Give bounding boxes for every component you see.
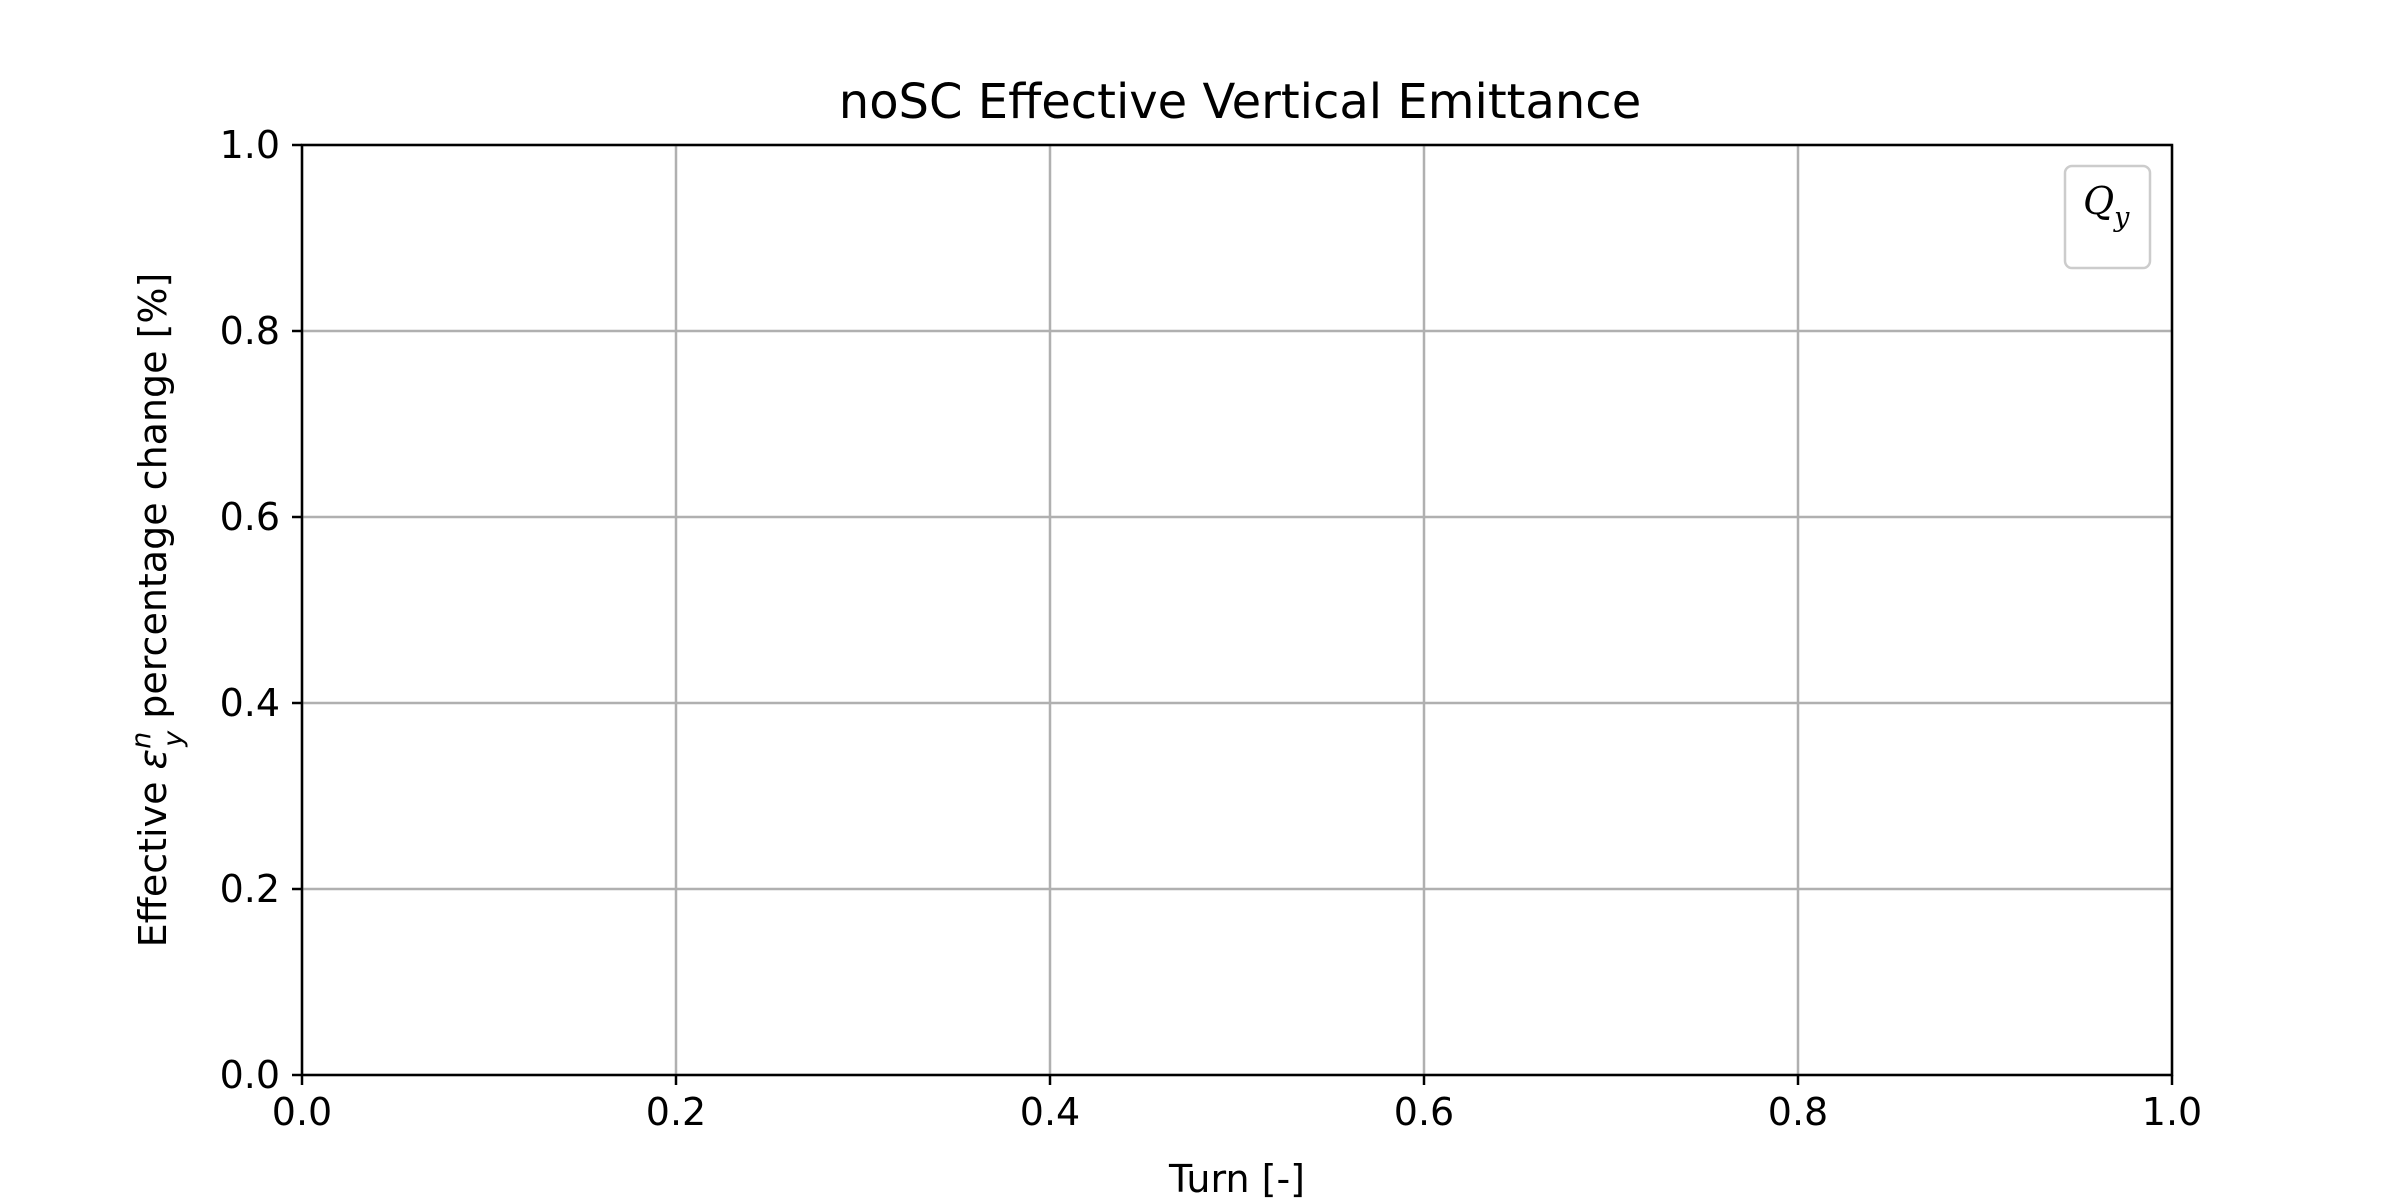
x-ticks: 0.0 0.2 0.4 0.6 0.8 1.0 <box>272 1075 2202 1134</box>
legend-title-symbol: Q <box>2083 179 2114 223</box>
y-axis-label-suffix: percentage change [%] <box>131 273 175 731</box>
x-axis-label: Turn [-] <box>1168 1157 1305 1200</box>
y-tick-label: 1.0 <box>220 123 280 167</box>
legend-box <box>2063 164 2152 270</box>
chart-title: noSC Effective Vertical Emittance <box>839 74 1641 130</box>
plot-frame <box>300 143 2174 1077</box>
y-axis-label-prefix: Effective <box>131 769 175 947</box>
y-tick-label: 0.4 <box>220 681 280 725</box>
y-tick-label: 0.6 <box>220 495 280 539</box>
x-tick-label: 0.6 <box>1394 1090 1454 1134</box>
y-ticks: 0.0 0.2 0.4 0.6 0.8 1.0 <box>220 123 302 1097</box>
x-tick-label: 1.0 <box>2142 1090 2202 1134</box>
legend: Qy <box>2063 164 2152 270</box>
x-tick-label: 0.4 <box>1020 1090 1080 1134</box>
y-tick-label: 0.2 <box>220 867 280 911</box>
x-tick-label: 0.8 <box>1768 1090 1828 1134</box>
y-tick-label: 0.0 <box>220 1053 280 1097</box>
y-axis-label-symbol: ε <box>131 749 175 770</box>
legend-title-subscript: y <box>2113 202 2130 233</box>
y-axis-label: Effective εny percentage change [%] <box>126 273 189 948</box>
x-tick-label: 0.0 <box>272 1090 332 1134</box>
legend-title: Qy <box>2083 179 2130 233</box>
y-axis-label-superscript: n <box>126 732 157 749</box>
x-tick-label: 0.2 <box>646 1090 706 1134</box>
y-tick-label: 0.8 <box>220 309 280 353</box>
y-axis-label-subscript: y <box>158 730 189 748</box>
